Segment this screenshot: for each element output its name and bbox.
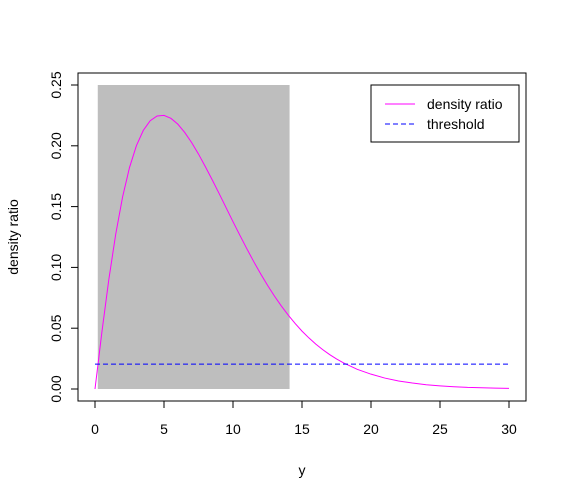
x-tick-label: 10 — [225, 421, 241, 437]
y-tick-label: 0.05 — [48, 314, 64, 341]
legend-label: density ratio — [427, 96, 503, 112]
x-tick-label: 5 — [160, 421, 168, 437]
legend: density ratio threshold — [370, 84, 520, 143]
y-tick-label: 0.10 — [48, 254, 64, 281]
x-tick-label: 20 — [363, 421, 379, 437]
y-axis-title: density ratio — [5, 199, 21, 275]
legend-box — [370, 84, 520, 143]
y-tick-label: 0.25 — [48, 71, 64, 98]
x-tick-label: 0 — [91, 421, 99, 437]
x-tick-label: 30 — [501, 421, 517, 437]
x-tick-label: 15 — [294, 421, 310, 437]
x-axis-title: y — [299, 462, 306, 478]
x-tick-label: 25 — [432, 421, 448, 437]
y-tick-label: 0.00 — [48, 375, 64, 402]
shaded-region — [97, 85, 290, 389]
series-line-density-ratio — [94, 114, 510, 390]
y-tick-label: 0.20 — [48, 132, 64, 159]
legend-label: threshold — [427, 116, 485, 132]
y-tick-label: 0.15 — [48, 193, 64, 220]
